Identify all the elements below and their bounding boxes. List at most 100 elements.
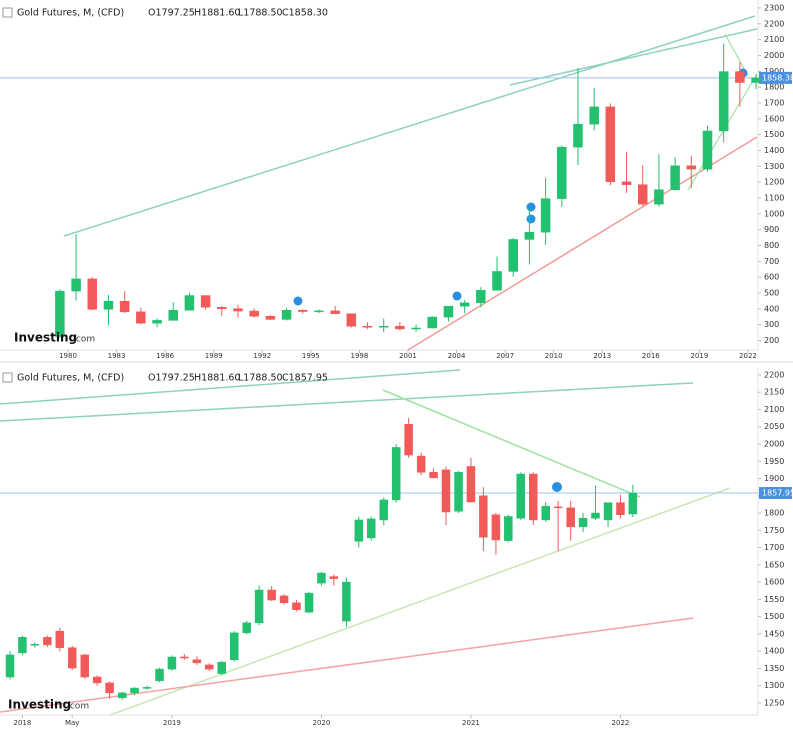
candle-body	[30, 643, 40, 646]
x-tick-label: 1998	[350, 352, 368, 360]
candle-body	[395, 325, 405, 330]
ohlc-value: L1788.50	[238, 8, 283, 19]
candle-body	[751, 77, 761, 83]
y-tick-label: 400	[764, 304, 779, 313]
candle-body	[242, 622, 251, 634]
event-marker[interactable]	[526, 202, 536, 212]
y-tick-label: 2300	[764, 3, 784, 12]
candle-body	[314, 310, 324, 313]
x-tick-label: May	[65, 719, 79, 727]
x-tick-label: 2020	[313, 719, 331, 727]
x-tick-label: 2022	[739, 352, 757, 360]
y-tick-label: 2200	[764, 19, 784, 28]
candle-body	[5, 654, 15, 678]
event-marker[interactable]	[452, 291, 462, 301]
y-tick-label: 1700	[764, 98, 784, 107]
candle-body	[317, 572, 326, 584]
candle-body	[637, 184, 648, 205]
ohlc-value: C1857.95	[282, 373, 328, 384]
candle-body	[67, 647, 77, 669]
y-tick-label: 1750	[764, 526, 784, 535]
y-tick-label: 1500	[764, 130, 784, 139]
trend-line	[63, 15, 756, 237]
x-tick-label: 1995	[302, 352, 320, 360]
candle-body	[92, 676, 102, 684]
last-price-label: 1857.95	[762, 489, 793, 498]
candle-body	[168, 309, 178, 321]
candle-body	[184, 295, 195, 311]
y-tick-label: 1600	[764, 578, 784, 587]
candle-body	[391, 447, 401, 501]
y-tick-label: 1950	[764, 457, 784, 466]
y-tick-label: 1900	[764, 474, 784, 483]
y-tick-label: 1200	[764, 178, 784, 187]
candle-body	[553, 506, 563, 509]
candle-body	[628, 492, 638, 515]
candle-body	[155, 668, 164, 682]
candle-body	[304, 592, 314, 613]
watermark: Investing	[14, 331, 77, 345]
candle-body	[18, 637, 27, 654]
candle-body	[254, 589, 264, 624]
candle-body	[540, 198, 551, 233]
watermark-suffix: .com	[67, 702, 89, 712]
trend-line	[382, 389, 641, 498]
candle-body	[459, 302, 470, 307]
x-tick-label: 2010	[545, 352, 563, 360]
trend-line	[509, 28, 758, 86]
y-tick-label: 2000	[764, 439, 784, 448]
y-tick-label: 1400	[764, 647, 784, 656]
x-tick-label: 2016	[642, 352, 660, 360]
candle-body	[366, 518, 376, 539]
x-tick-label: 1992	[253, 352, 271, 360]
candle-body	[200, 295, 211, 308]
candle-body	[55, 290, 65, 337]
event-marker[interactable]	[526, 214, 536, 224]
event-marker[interactable]	[293, 296, 303, 306]
candle-body	[479, 495, 488, 538]
event-marker[interactable]	[552, 482, 562, 492]
y-tick-label: 1450	[764, 629, 784, 638]
collapse-icon[interactable]	[2, 7, 13, 18]
candle-body	[43, 637, 52, 646]
y-tick-label: 1000	[764, 209, 784, 218]
candle-body	[230, 632, 239, 661]
candle-body	[654, 189, 664, 205]
y-tick-label: 2200	[764, 370, 784, 379]
candle-body	[217, 661, 226, 674]
x-tick-label: 2021	[462, 719, 480, 727]
candle-body	[621, 181, 632, 185]
last-price-label: 1858.30	[762, 73, 793, 82]
candle-body	[167, 656, 177, 670]
candle-body	[416, 455, 426, 473]
candle-body	[136, 311, 146, 324]
ohlc-value: L1788.50	[238, 373, 283, 384]
y-tick-label: 1500	[764, 612, 784, 621]
candle-body	[87, 278, 98, 310]
collapse-icon[interactable]	[2, 372, 13, 383]
candle-body	[346, 313, 357, 327]
candle-body	[541, 505, 550, 521]
last-price-box	[759, 71, 792, 84]
y-tick-label: 1100	[764, 193, 784, 202]
candle-body	[702, 130, 713, 170]
candle-body	[516, 473, 525, 519]
y-tick-label: 1400	[764, 146, 784, 155]
candle-body	[466, 466, 476, 503]
candle-body	[735, 71, 745, 83]
candle-body	[591, 512, 600, 519]
candle-body	[378, 325, 389, 328]
x-tick-label: 2001	[399, 352, 417, 360]
candle-body	[117, 692, 127, 698]
y-tick-label: 200	[764, 336, 779, 345]
candle-body	[427, 316, 438, 329]
candle-body	[379, 499, 389, 521]
candle-body	[329, 576, 339, 579]
candle-body	[354, 519, 364, 542]
candle-body	[504, 516, 513, 541]
trend-line	[0, 617, 694, 713]
candle-body	[105, 682, 114, 694]
y-tick-label: 1300	[764, 162, 784, 171]
candle-body	[330, 310, 340, 314]
candle-body	[55, 630, 65, 648]
